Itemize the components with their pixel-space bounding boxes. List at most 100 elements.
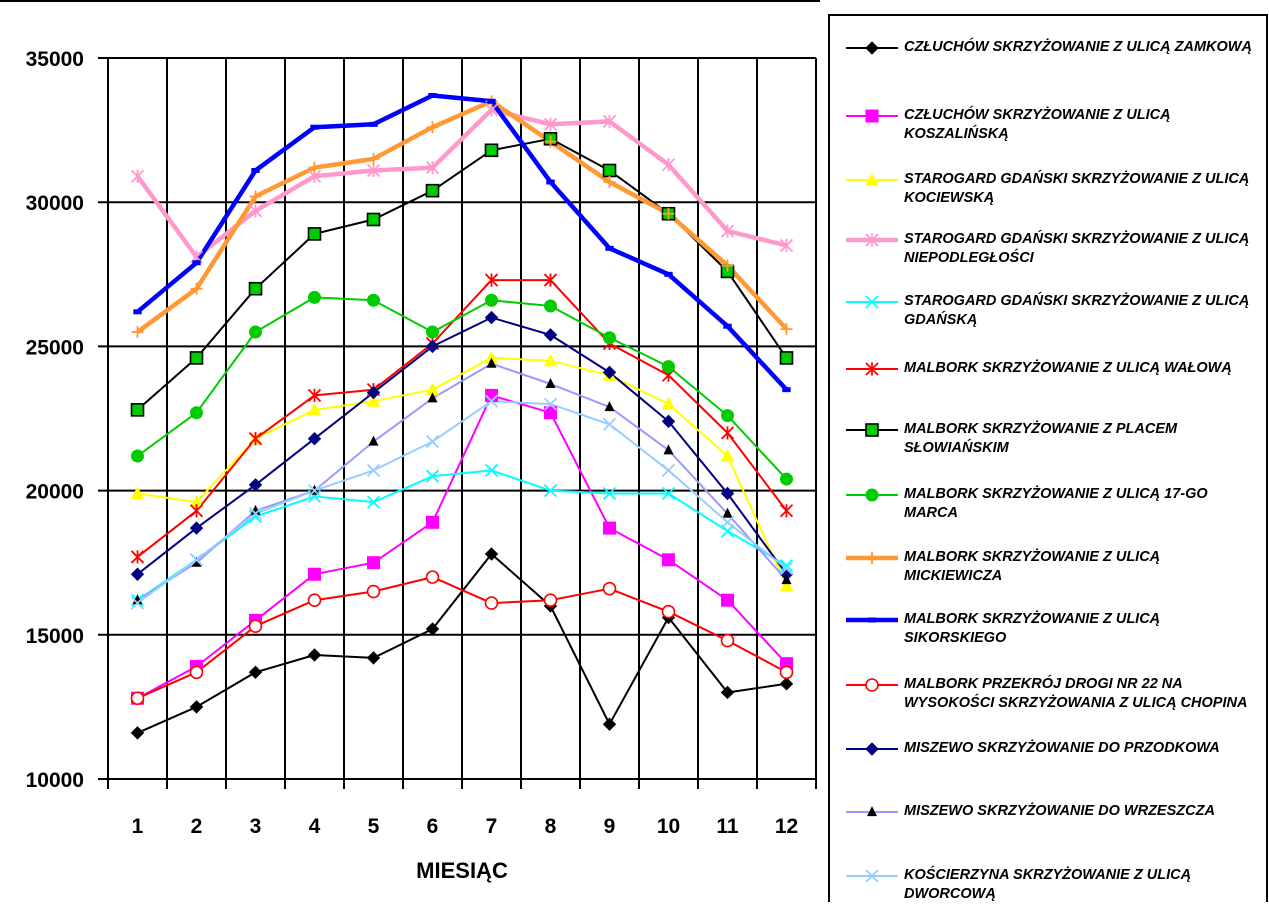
legend-marker — [846, 109, 898, 123]
legend-marker — [846, 617, 898, 623]
data-point — [427, 392, 438, 403]
data-point — [248, 478, 263, 492]
data-point — [779, 558, 794, 573]
data-point — [189, 553, 204, 567]
data-point — [603, 176, 616, 189]
data-point — [130, 691, 145, 706]
data-point — [779, 665, 794, 680]
data-point — [661, 414, 676, 429]
y-tick-label: 20000 — [26, 481, 84, 504]
series-markers — [130, 92, 794, 740]
series-line-8 — [136, 296, 788, 480]
series-line-9 — [136, 99, 789, 334]
data-point — [604, 401, 615, 412]
data-point — [367, 293, 380, 307]
data-point — [661, 397, 676, 410]
series-line-6 — [136, 279, 788, 558]
legend-label: STAROGARD GDAŃSKI SKRZYŻOWANIE Z ULICĄ G… — [904, 293, 1250, 328]
legend-marker — [846, 488, 898, 502]
data-point — [720, 515, 735, 529]
y-tick-labels: 10000 15000 20000 25000 30000 35000 — [26, 48, 84, 792]
data-point — [190, 282, 203, 295]
x-axis-title: MIESIĄC — [416, 858, 508, 883]
data-point — [307, 648, 322, 662]
legend-marker — [846, 806, 898, 817]
legend-marker — [846, 41, 898, 55]
data-point — [661, 463, 676, 478]
series-line-13 — [136, 362, 788, 602]
data-point — [543, 117, 558, 131]
data-point — [543, 397, 558, 411]
y-tick-label: 10000 — [26, 769, 84, 792]
legend-marker — [846, 742, 898, 756]
data-point — [664, 271, 673, 277]
data-point — [131, 449, 144, 463]
x-tick-label: 1 — [132, 815, 144, 838]
legend-label: KOŚCIERZYNA SKRZYŻOWANIE Z ULICĄ DWORCOW… — [904, 867, 1192, 902]
data-point — [133, 309, 142, 315]
data-point — [425, 339, 440, 354]
data-point — [544, 406, 557, 420]
data-point — [367, 152, 380, 165]
data-point — [780, 323, 793, 336]
data-point — [662, 360, 675, 374]
legend-marker — [846, 233, 898, 247]
legend-label: CZŁUCHÓW SKRZYŻOWANIE Z ULICĄ ZAMKOWĄ — [904, 39, 1252, 55]
data-point — [722, 507, 733, 518]
axes — [0, 0, 820, 780]
data-point — [602, 717, 617, 731]
data-point — [662, 553, 675, 567]
legend-marker — [846, 172, 898, 186]
data-point — [130, 567, 145, 581]
x-tick-label: 12 — [775, 815, 798, 838]
data-point — [248, 204, 263, 218]
data-point — [248, 619, 263, 633]
series-line-10 — [136, 93, 789, 392]
data-point — [251, 167, 260, 173]
y-tick-label: 35000 — [26, 48, 84, 71]
data-point — [780, 472, 793, 486]
data-point — [603, 521, 616, 535]
data-point — [426, 515, 439, 529]
data-point — [720, 633, 735, 648]
data-point — [249, 325, 262, 339]
data-point — [779, 238, 794, 253]
data-point — [720, 224, 735, 238]
data-point — [720, 486, 735, 501]
data-point — [308, 290, 321, 304]
data-point — [369, 121, 378, 127]
data-point — [543, 273, 558, 287]
y-tick-label: 30000 — [26, 192, 84, 215]
data-point — [720, 448, 735, 462]
data-point — [248, 432, 263, 446]
data-point — [130, 596, 145, 610]
data-point — [485, 388, 498, 402]
legend-label: STAROGARD GDAŃSKI SKRZYŻOWANIE Z ULICĄ N… — [904, 231, 1250, 266]
data-point — [779, 504, 794, 518]
data-point — [543, 353, 558, 367]
series-line-5 — [136, 469, 788, 602]
data-point — [307, 593, 322, 607]
legend-marker — [846, 552, 898, 564]
data-point — [779, 677, 794, 691]
data-point — [661, 604, 676, 619]
grid-lines — [98, 57, 817, 789]
data-point — [425, 183, 440, 198]
data-point — [661, 486, 676, 501]
series-line-1 — [137, 553, 787, 734]
data-point — [721, 593, 734, 607]
data-point — [425, 622, 440, 636]
data-point — [425, 469, 440, 483]
data-point — [425, 160, 440, 175]
data-point — [366, 584, 381, 599]
data-point — [307, 431, 322, 446]
legend-marker — [846, 678, 898, 692]
data-point — [426, 325, 439, 339]
data-point — [484, 394, 499, 408]
legend-marker — [846, 295, 898, 309]
data-point — [544, 299, 557, 313]
data-point — [192, 260, 201, 266]
data-point — [308, 567, 321, 581]
data-point — [189, 521, 204, 535]
